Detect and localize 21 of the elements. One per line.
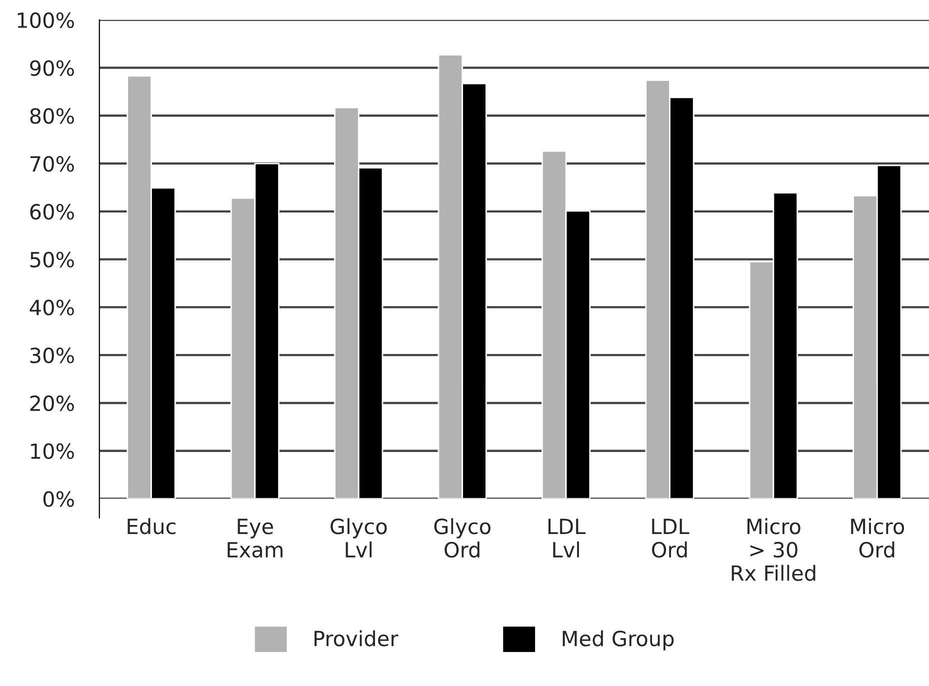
y-tick-label: 50% bbox=[30, 252, 74, 268]
x-tick-label: Micro > 30 Rx Filled bbox=[732, 518, 816, 581]
x-tick-label: LDL Lvl bbox=[548, 518, 586, 558]
y-tick-label: 0% bbox=[43, 491, 74, 507]
y-tick-label: 40% bbox=[30, 300, 74, 316]
y-tick-label: 60% bbox=[30, 204, 74, 220]
x-tick-label: LDL Ord bbox=[652, 518, 690, 558]
y-tick-label: 100% bbox=[18, 12, 74, 28]
x-tick-label: Educ bbox=[128, 518, 176, 534]
legend-label: Provider bbox=[314, 630, 398, 646]
x-tick-label: Micro Ord bbox=[851, 518, 904, 558]
y-tick-label: 10% bbox=[31, 443, 74, 460]
y-tick-label: 30% bbox=[30, 348, 74, 364]
x-tick-label: Eye Exam bbox=[228, 518, 282, 558]
y-tick-label: 80% bbox=[30, 108, 74, 124]
x-tick-label: Glyco Lvl bbox=[330, 518, 387, 558]
y-tick-label: 90% bbox=[30, 60, 74, 76]
legend-label: Med Group bbox=[562, 630, 674, 650]
y-tick-label: 20% bbox=[30, 395, 74, 412]
y-tick-label: 70% bbox=[30, 156, 74, 172]
x-tick-label: Glyco Ord bbox=[434, 518, 490, 558]
